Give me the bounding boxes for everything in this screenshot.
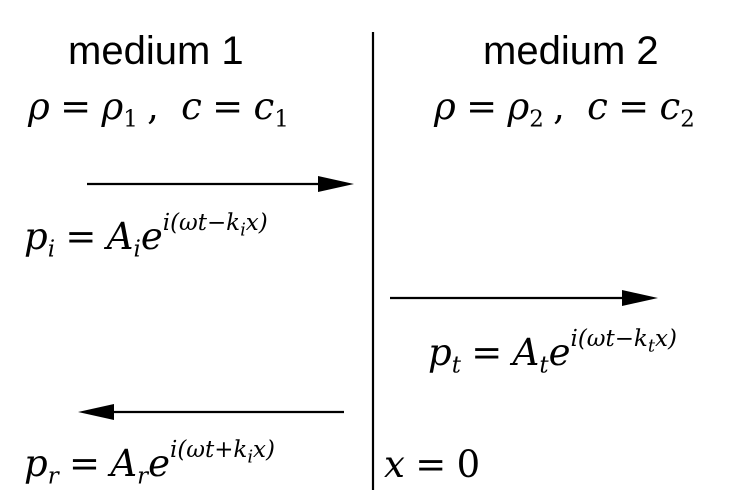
transmitted-wave-arrow [390, 290, 658, 306]
incident-wave-arrow [87, 176, 354, 192]
medium-1-properties: ρ = ρ1, c = c1 [28, 85, 289, 133]
transmitted-wave-equation: pt = Atei(ωt−ktx) [428, 325, 677, 379]
medium-1-title: medium 1 [68, 29, 244, 73]
reflected-wave-arrow [78, 404, 344, 420]
reflected-wave-equation: pr = Arei(ωt+kix) [24, 436, 275, 490]
medium-2-properties: ρ = ρ2, c = c2 [434, 85, 695, 133]
interface-position-label: x = 0 [384, 443, 481, 486]
medium-2-title: medium 2 [483, 29, 659, 73]
incident-wave-equation: pi = Aiei(ωt−kix) [24, 209, 268, 263]
